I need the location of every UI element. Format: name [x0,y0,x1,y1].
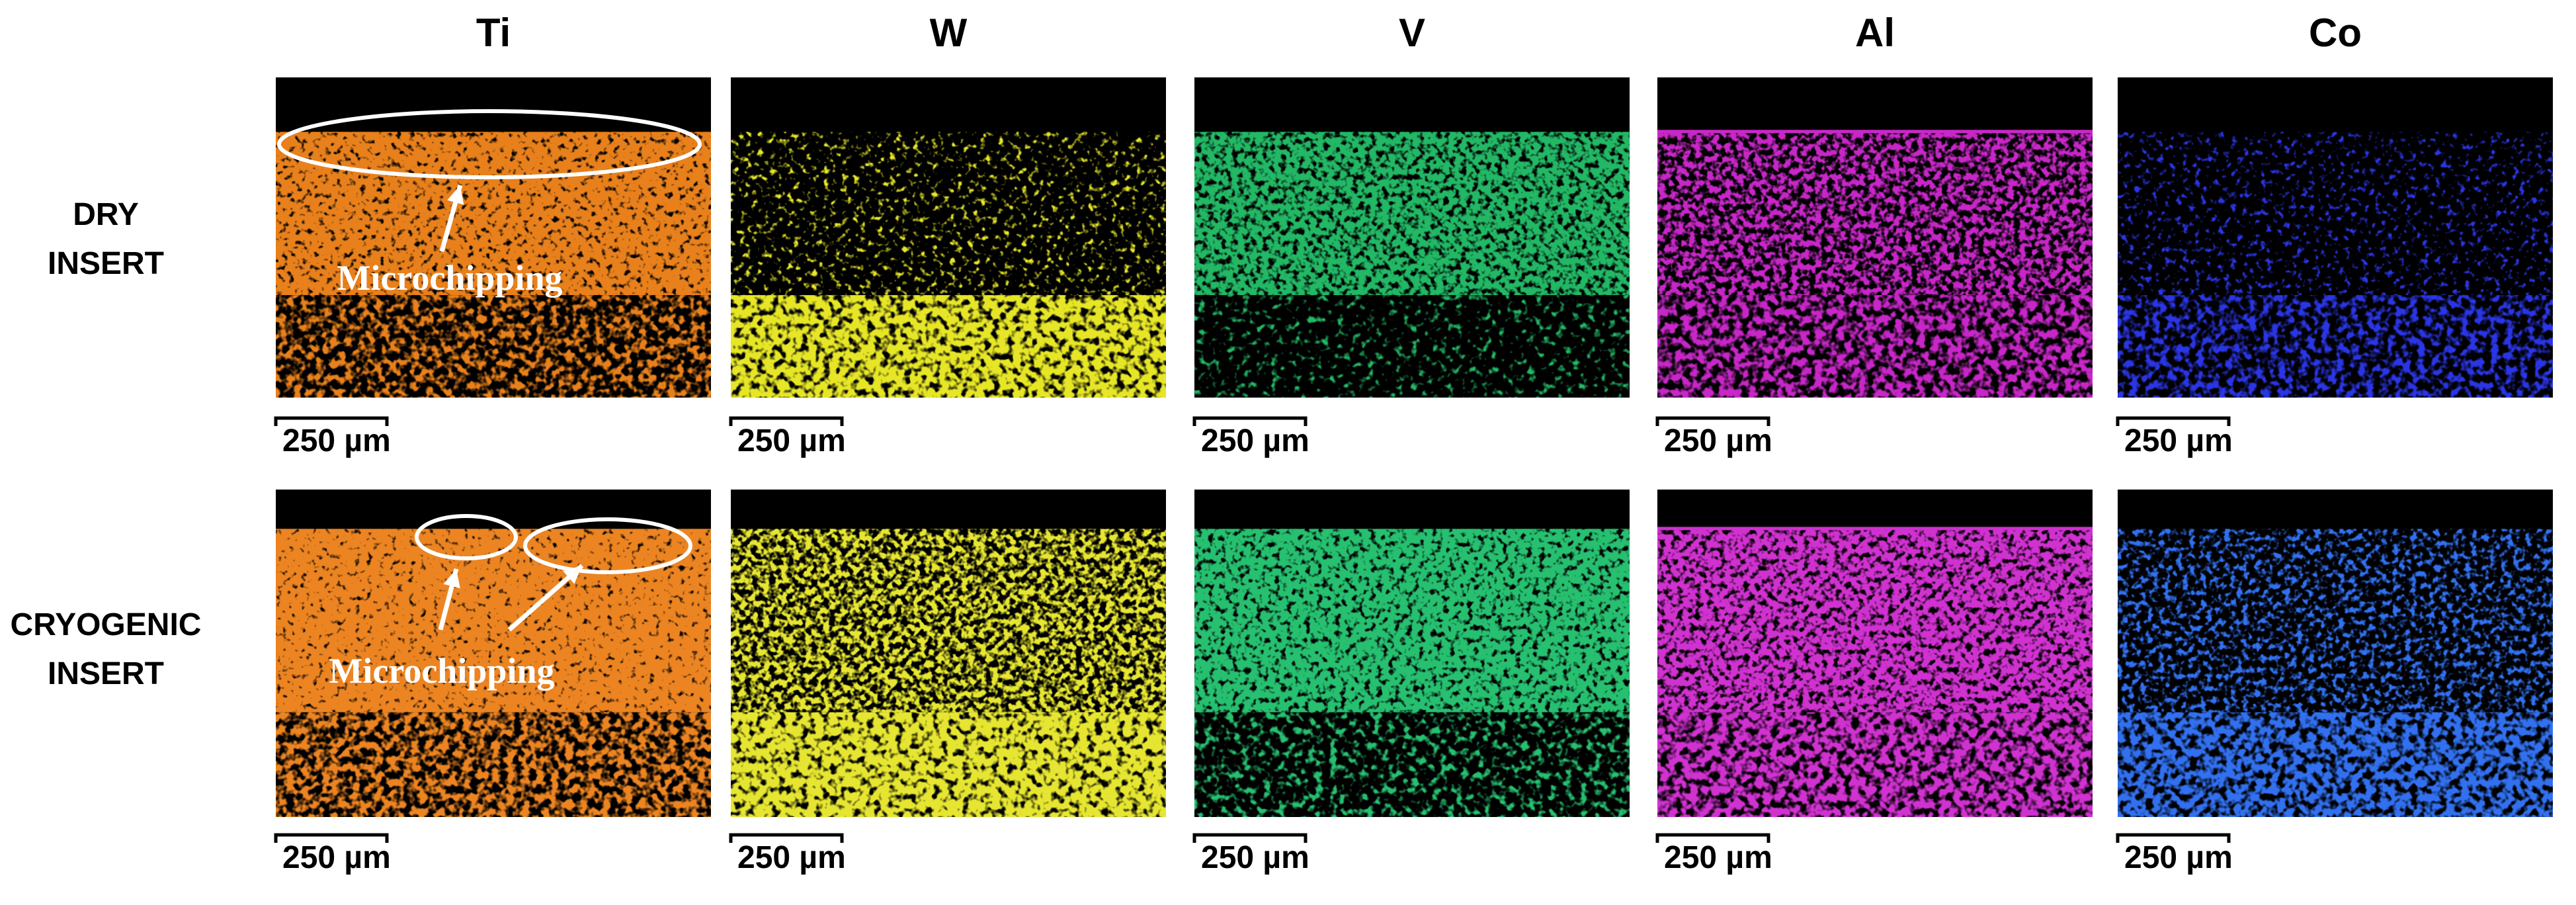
element-map [276,490,711,817]
surface-line [1657,130,2093,134]
map-speckle [1194,529,1630,712]
scale-bar-label: 250 µm [1664,423,1772,458]
element-map [2118,77,2553,398]
scale-bar-label: 250 µm [2124,840,2233,875]
map-speckle [276,529,711,712]
scale-bar-label: 250 µm [282,423,391,458]
scale-bar [729,416,844,426]
arrow-head [447,185,464,205]
map-speckle [2118,132,2553,296]
map-speckle [1194,132,1630,296]
scale-bar-label: 250 µm [737,423,846,458]
element-map [731,490,1166,817]
scale-bar-label: 250 µm [1664,840,1772,875]
map-speckle [2118,712,2553,817]
scale-bar [2116,416,2231,426]
map-speckle [276,132,711,296]
surface-line [1657,527,2093,531]
column-header: Ti [476,11,511,55]
scale-bar [729,833,844,843]
arrow-head [563,566,582,584]
scale-bar [1655,833,1770,843]
column-header: Co [2309,11,2362,55]
column-header: V [1399,11,1425,55]
element-map [1194,77,1630,398]
map-speckle [731,712,1166,817]
highlight-ellipse [277,109,702,179]
column-header: Al [1855,11,1895,55]
row-label: INSERT [48,656,164,691]
column-header: W [930,11,968,55]
scale-bar [2116,833,2231,843]
map-speckle [1657,712,2093,817]
row-label: DRY [73,197,139,232]
element-map [1657,490,2093,817]
map-speckle [1657,132,2093,296]
row-label: INSERT [48,246,164,281]
map-speckle [2118,529,2553,712]
map-speckle [1657,529,2093,712]
map-speckle [731,295,1166,398]
scale-bar [274,416,389,426]
scale-bar [1192,416,1308,426]
element-map [731,77,1166,398]
highlight-ellipse [415,514,518,560]
row-label: CRYOGENIC [11,607,202,642]
map-speckle [276,295,711,398]
map-speckle [2118,295,2553,398]
highlight-ellipse [523,517,692,574]
map-speckle [1194,295,1630,398]
map-speckle [731,132,1166,296]
element-map [1657,77,2093,398]
map-speckle [1657,295,2093,398]
map-speckle [1194,712,1630,817]
scale-bar [1655,416,1770,426]
scale-bar-label: 250 µm [282,840,391,875]
arrow-head [443,569,460,589]
element-map [2118,490,2553,817]
map-speckle [731,529,1166,712]
scale-bar [274,833,389,843]
scale-bar-label: 250 µm [737,840,846,875]
annotation: Microchipping [329,651,554,691]
element-map [276,77,711,398]
scale-bar-label: 250 µm [2124,423,2233,458]
map-speckle [276,712,711,817]
scale-bar-label: 250 µm [1201,423,1309,458]
annotation: Microchipping [337,258,562,298]
scale-bar [1192,833,1308,843]
scale-bar-label: 250 µm [1201,840,1309,875]
element-map [1194,490,1630,817]
